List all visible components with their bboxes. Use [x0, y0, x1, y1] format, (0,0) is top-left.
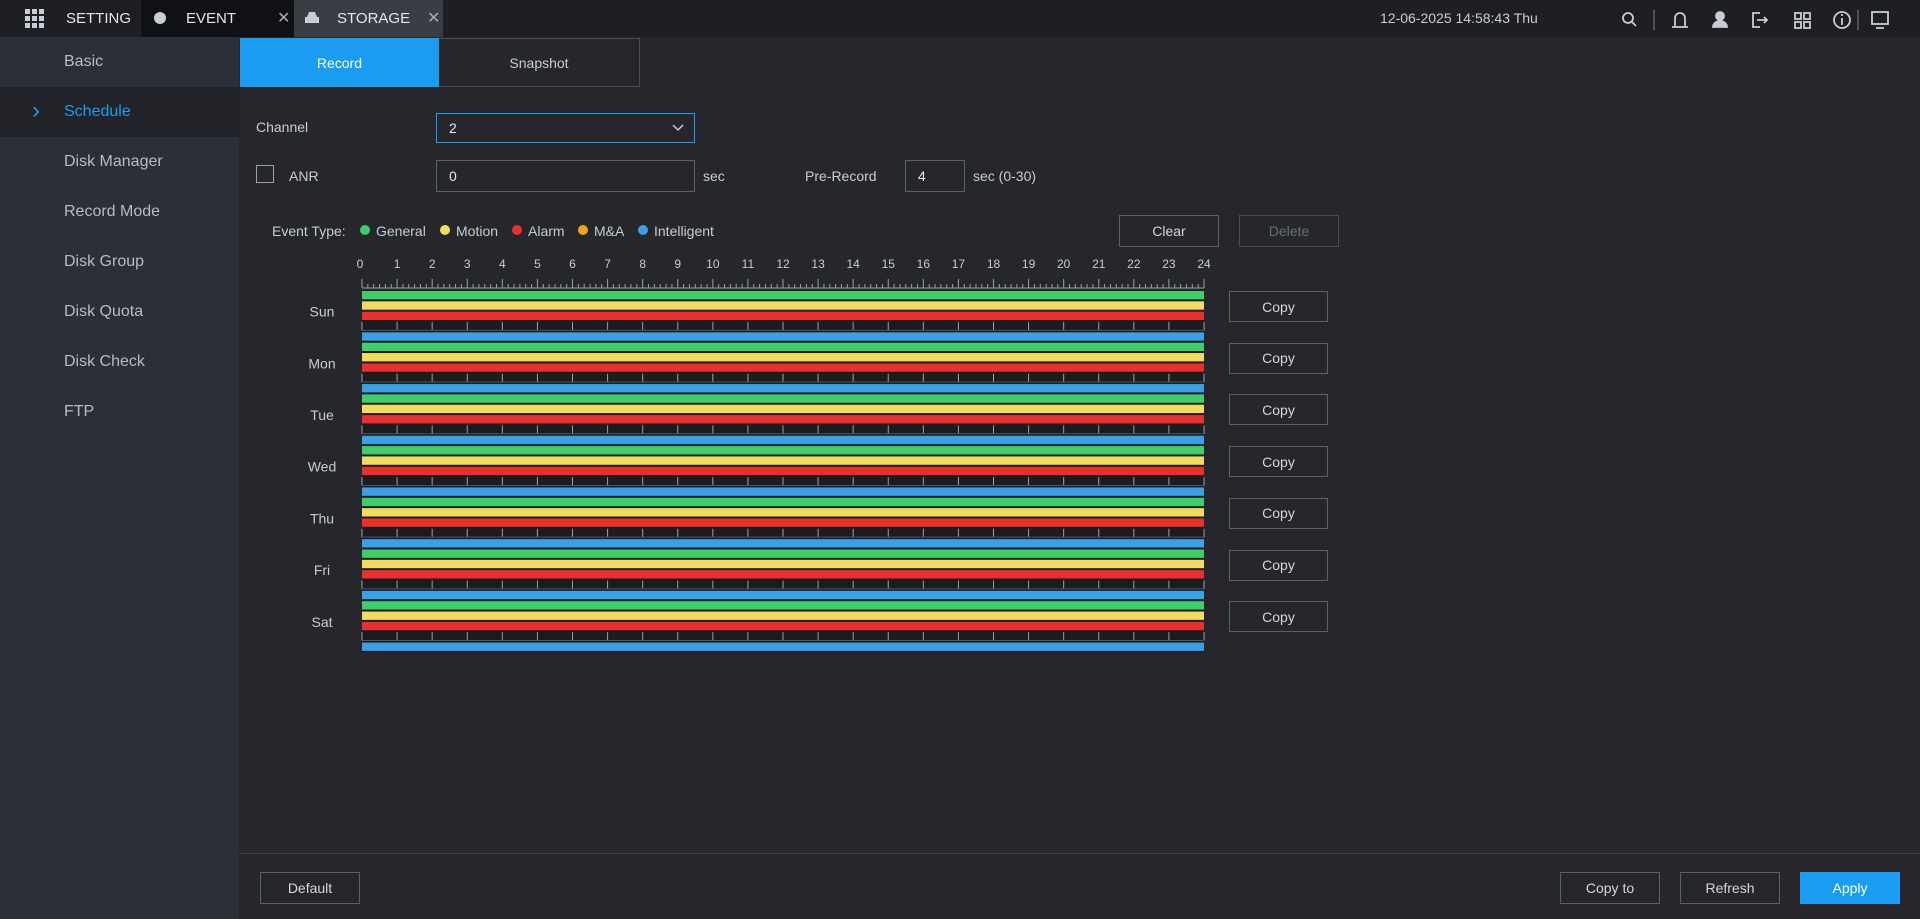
tab-setting[interactable]: SETTING: [66, 10, 132, 27]
sidebar-item[interactable]: Basic: [64, 53, 104, 70]
apply-button[interactable]: Apply: [1800, 872, 1900, 904]
legend-label: Motion: [456, 223, 499, 239]
prerecord-input[interactable]: 4: [905, 160, 965, 192]
close-tab[interactable]: ✕: [427, 10, 441, 27]
datetime: 12-06-2025 14:58:43 Thu: [1380, 10, 1538, 26]
dropdown-arrow: [672, 124, 684, 132]
clear-button[interactable]: Clear: [1119, 215, 1219, 247]
legend-dot: [578, 225, 588, 235]
channel-label: Channel: [256, 119, 309, 135]
default-button[interactable]: Default: [260, 872, 360, 904]
legend-dot: [512, 225, 522, 235]
sidebar-item[interactable]: Record Mode: [64, 203, 161, 220]
tab-storage[interactable]: STORAGE: [337, 10, 411, 27]
copy-button[interactable]: Copy: [1229, 446, 1328, 478]
legend-label: General: [376, 223, 426, 239]
sidebar-item[interactable]: Disk Group: [64, 253, 145, 270]
event-icon: [154, 12, 166, 24]
copy-button[interactable]: Copy: [1229, 394, 1328, 426]
copy-button[interactable]: Copy: [1229, 342, 1328, 374]
page-tab[interactable]: Record: [240, 38, 439, 87]
menu-icon[interactable]: [25, 9, 45, 29]
channel-value: 2: [449, 120, 457, 136]
close-tab[interactable]: ✕: [277, 10, 291, 27]
event-type-label: Event Type:: [272, 223, 346, 239]
copy-button[interactable]: Copy: [1229, 601, 1328, 633]
storage-icon: [305, 12, 319, 23]
sidebar-item[interactable]: Disk Check: [64, 353, 145, 370]
anr-unit: sec: [703, 168, 725, 184]
channel-select[interactable]: 2: [436, 113, 695, 143]
sidebar-item[interactable]: Disk Manager: [64, 153, 163, 170]
legend-dot: [440, 225, 450, 235]
prerecord-label: Pre-Record: [805, 168, 877, 184]
sidebar-item[interactable]: Disk Quota: [64, 303, 144, 320]
refresh-button[interactable]: Refresh: [1680, 872, 1780, 904]
anr-checkbox[interactable]: [256, 165, 274, 183]
toolbar-icons[interactable]: [1620, 10, 1890, 30]
copy-button[interactable]: Copy: [1229, 549, 1328, 581]
legend-label: Alarm: [528, 223, 565, 239]
copy-to-button[interactable]: Copy to: [1560, 872, 1660, 904]
tab-event-bg: [141, 0, 294, 37]
sidebar-item[interactable]: Schedule ›: [0, 87, 239, 137]
copy-button[interactable]: Copy: [1229, 291, 1328, 322]
legend-dot: [360, 225, 370, 235]
delete-button[interactable]: Delete: [1239, 215, 1339, 247]
anr-value: 0: [449, 168, 457, 184]
page-tab[interactable]: Snapshot: [439, 38, 640, 87]
top-bar: SETTING EVENT ✕ STORAGE ✕ 12-06-2025 14:…: [0, 0, 1920, 37]
legend-dot: [638, 225, 648, 235]
prerecord-value: 4: [918, 168, 926, 184]
selected-arrow: ›: [32, 97, 40, 124]
anr-label: ANR: [289, 168, 319, 184]
copy-button[interactable]: Copy: [1229, 497, 1328, 529]
prerecord-unit: sec (0-30): [973, 168, 1037, 184]
sidebar-item[interactable]: FTP: [64, 403, 95, 420]
anr-input[interactable]: 0: [436, 160, 695, 192]
tab-event[interactable]: EVENT: [186, 10, 237, 27]
legend-label: Intelligent: [654, 223, 714, 239]
sidebar: Basic Schedule › Disk Manager Record Mode Dis…: [0, 37, 239, 919]
footer-divider: [239, 853, 1920, 854]
legend-label: M&A: [594, 223, 625, 239]
